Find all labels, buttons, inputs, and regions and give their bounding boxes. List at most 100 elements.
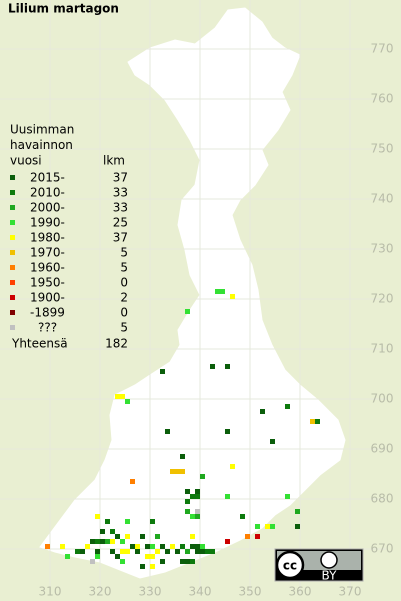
by-icon (320, 551, 338, 569)
observation-square (125, 549, 130, 554)
observation-square (205, 549, 210, 554)
x-tick-label: 330 (139, 585, 162, 599)
observation-square (285, 404, 290, 409)
observation-square (130, 544, 135, 549)
observation-square (120, 559, 125, 564)
x-tick-label: 320 (89, 585, 112, 599)
legend-heading: Uusimman (10, 123, 74, 137)
observation-square (310, 419, 315, 424)
map-title: Lilium martagon (8, 2, 119, 16)
observation-square (265, 524, 270, 529)
legend-label: 2000- (30, 201, 65, 215)
observation-square (200, 544, 205, 549)
observation-square (230, 464, 235, 469)
observation-square (110, 529, 115, 534)
y-tick-label: 690 (371, 442, 394, 456)
observation-square (255, 534, 260, 539)
y-tick-label: 770 (371, 42, 394, 56)
legend-heading: vuosi (10, 154, 42, 168)
observation-square (95, 539, 100, 544)
x-tick-label: 370 (339, 585, 362, 599)
observation-square (210, 364, 215, 369)
legend-count: 25 (113, 216, 128, 230)
observation-square (170, 544, 175, 549)
observation-square (120, 549, 125, 554)
cc-icon: cc (283, 559, 297, 573)
license-badge: cc BY (274, 548, 364, 583)
observation-square (185, 489, 190, 494)
observation-square (140, 564, 145, 569)
observation-square (315, 419, 320, 424)
observation-square (105, 539, 110, 544)
observation-square (145, 554, 150, 559)
observation-square (95, 549, 100, 554)
observation-square (195, 494, 200, 499)
observation-square (225, 494, 230, 499)
observation-square (190, 544, 195, 549)
observation-square (155, 534, 160, 539)
observation-square (150, 564, 155, 569)
legend-label: ??? (38, 321, 57, 335)
observation-square (185, 549, 190, 554)
legend-swatch (10, 235, 15, 240)
cc-circle (275, 550, 305, 580)
observation-square (90, 559, 95, 564)
legend-label: -1899 (30, 306, 65, 320)
observation-square (125, 534, 130, 539)
legend-swatch (10, 295, 15, 300)
observation-square (135, 549, 140, 554)
x-tick-label: 360 (289, 585, 312, 599)
observation-square (145, 544, 150, 549)
observation-square (185, 559, 190, 564)
y-tick-label: 680 (371, 492, 394, 506)
by-label: BY (322, 569, 338, 583)
observation-square (190, 559, 195, 564)
legend-heading: havainnon (10, 138, 73, 152)
y-tick-label: 720 (371, 292, 394, 306)
x-tick-label: 350 (239, 585, 262, 599)
observation-square (180, 469, 185, 474)
observation-square (165, 549, 170, 554)
legend-swatch (10, 280, 15, 285)
observation-square (180, 544, 185, 549)
observation-square (175, 469, 180, 474)
observation-square (195, 544, 200, 549)
legend-count: 33 (113, 201, 128, 215)
observation-square (185, 499, 190, 504)
observation-square (75, 549, 80, 554)
observation-square (195, 549, 200, 554)
observation-square (110, 549, 115, 554)
observation-square (135, 544, 140, 549)
legend-swatch (10, 220, 15, 225)
observation-square (270, 524, 275, 529)
legend-count: 5 (120, 261, 128, 275)
legend-swatch (10, 265, 15, 270)
observation-square (170, 469, 175, 474)
observation-square (160, 544, 165, 549)
observation-square (185, 309, 190, 314)
observation-square (190, 534, 195, 539)
observation-square (125, 399, 130, 404)
observation-square (210, 549, 215, 554)
observation-square (180, 454, 185, 459)
total-count: 182 (105, 337, 128, 351)
y-tick-label: 730 (371, 242, 394, 256)
observation-square (195, 509, 200, 514)
legend-swatch (10, 310, 15, 315)
x-tick-label: 310 (39, 585, 62, 599)
legend-count: 0 (120, 276, 128, 290)
observation-square (160, 559, 165, 564)
legend-count: 33 (113, 186, 128, 200)
legend-count: 5 (120, 321, 128, 335)
legend-count: 5 (120, 246, 128, 260)
observation-square (80, 549, 85, 554)
y-tick-label: 710 (371, 342, 394, 356)
legend-label: 1990- (30, 216, 65, 230)
observation-square (215, 289, 220, 294)
observation-square (255, 524, 260, 529)
observation-square (185, 509, 190, 514)
observation-square (95, 554, 100, 559)
observation-square (200, 474, 205, 479)
observation-square (130, 479, 135, 484)
